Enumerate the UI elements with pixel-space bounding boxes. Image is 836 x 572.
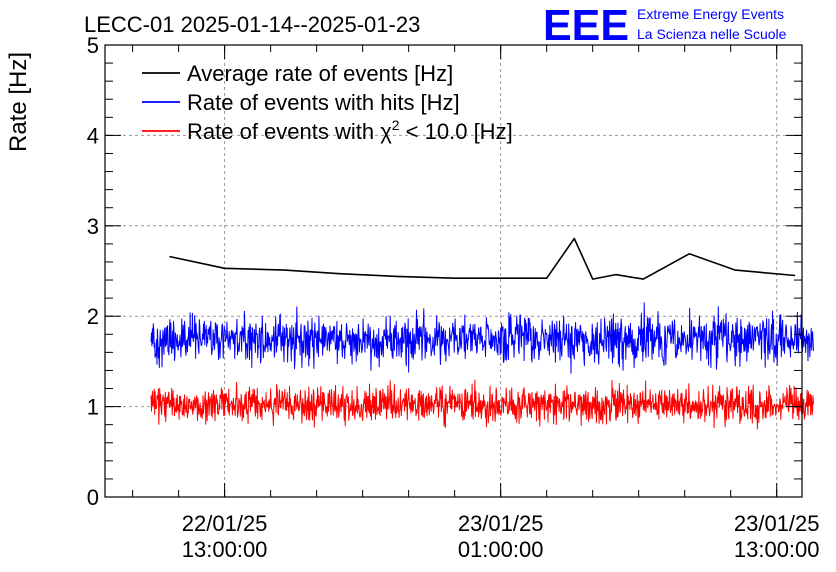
y-tick-label: 2 (87, 304, 99, 329)
series-line-hits (150, 302, 814, 374)
legend-label-main: Rate of events with χ (187, 119, 392, 144)
y-tick-label: 1 (87, 395, 99, 420)
legend-label-hits: Rate of events with hits [Hz] (187, 90, 460, 115)
x-tick-time: 01:00:00 (458, 537, 544, 562)
grid-lines (105, 45, 802, 497)
legend: Average rate of events [Hz] Rate of event… (142, 61, 513, 144)
chart-title: LECC-01 2025-01-14--2025-01-23 (84, 12, 420, 37)
y-tick-label: 0 (87, 485, 99, 510)
y-tick-label: 5 (87, 33, 99, 58)
legend-label-main: Average rate of events [Hz] (187, 61, 453, 86)
logo-line-1: Extreme Energy Events (637, 6, 784, 22)
series-line-chi2 (150, 379, 814, 430)
series-line-average (169, 237, 796, 280)
logo-line-2: La Scienza nelle Scuole (637, 26, 787, 42)
x-tick-date: 23/01/25 (458, 511, 544, 536)
x-tick-time: 13:00:00 (734, 537, 820, 562)
y-tick-label: 4 (87, 123, 99, 148)
legend-label-main: Rate of events with hits [Hz] (187, 90, 460, 115)
eee-logo: EEE Extreme Energy Events La Scienza nel… (543, 1, 787, 50)
plot-frame (104, 44, 803, 498)
legend-label-superscript: 2 (392, 117, 400, 133)
series-layer (150, 237, 814, 430)
y-axis-label: Rate [Hz] (5, 52, 32, 152)
legend-label-chi2: Rate of events with χ2 < 10.0 [Hz] (187, 117, 513, 144)
axes: 01234522/01/2513:00:0023/01/2501:00:0023… (87, 33, 820, 562)
x-tick-date: 22/01/25 (182, 511, 268, 536)
x-tick-date: 23/01/25 (734, 511, 820, 536)
legend-label-suffix: < 10.0 [Hz] (400, 119, 513, 144)
eee-logo-mark: EEE (543, 1, 629, 50)
y-tick-label: 3 (87, 214, 99, 239)
legend-label-average: Average rate of events [Hz] (187, 61, 453, 86)
x-tick-time: 13:00:00 (182, 537, 268, 562)
